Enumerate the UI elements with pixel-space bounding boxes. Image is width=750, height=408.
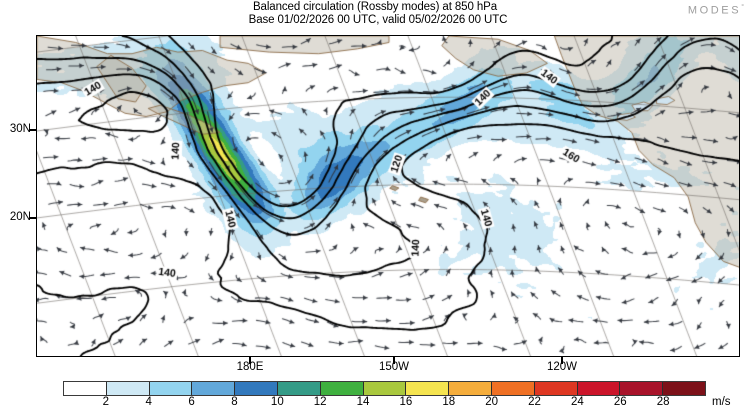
colorbar-segment	[448, 382, 491, 395]
colorbar-segment	[191, 382, 235, 395]
modes-logo-mark: °	[741, 4, 744, 11]
colorbar-segment	[148, 382, 192, 395]
colorbar-segment	[405, 382, 449, 395]
colorbar-tick-label: 14	[356, 396, 370, 408]
modes-logo: MODES°	[688, 4, 744, 17]
chart-title: Balanced circulation (Rossby modes) at 8…	[252, 1, 498, 13]
colorbar-tick-label: 20	[485, 396, 499, 408]
colorbar-segment	[105, 382, 149, 395]
colorbar-tick-label: 16	[399, 396, 413, 408]
colorbar	[63, 381, 706, 396]
chart-subtitle: Base 01/02/2026 00 UTC, valid 05/02/2026…	[248, 14, 508, 26]
colorbar-tick-label: 22	[528, 396, 541, 408]
colorbar-tick-label: 24	[570, 396, 584, 408]
colorbar-segment	[619, 382, 663, 395]
x-tick-mark-180e	[249, 357, 251, 364]
colorbar-segment	[490, 382, 534, 395]
chart-title-block: Balanced circulation (Rossby modes) at 8…	[0, 1, 750, 27]
x-tick-mark-150w	[393, 357, 395, 364]
x-tick-label-180e: 180E	[236, 361, 264, 373]
map-plot-area	[36, 35, 740, 357]
colorbar-segment	[64, 382, 106, 395]
colorbar-tick-label: 26	[613, 396, 627, 408]
colorbar-tick-label: 8	[231, 396, 238, 408]
modes-logo-text: MODES	[687, 4, 742, 17]
colorbar-tick-label: 4	[145, 396, 152, 408]
colorbar-tick-labels: 2 4 6 8 10 12 14 16 18 20 22 24 26 28	[0, 396, 750, 408]
colorbar-segment	[362, 382, 406, 395]
y-tick-label-30n: 30N	[9, 123, 31, 135]
y-tick-mark-30n	[29, 129, 37, 131]
colorbar-segment	[533, 382, 577, 395]
y-tick-mark-20n	[29, 217, 37, 219]
x-tick-label-150w: 150W	[378, 361, 410, 373]
colorbar-units-label: m/s	[712, 396, 731, 408]
colorbar-tick-label: 6	[188, 396, 195, 408]
colorbar-segment	[276, 382, 320, 395]
colorbar-segment	[319, 382, 363, 395]
colorbar-segment	[576, 382, 620, 395]
x-tick-label-120w: 120W	[546, 361, 578, 373]
wind-speed-field-canvas	[37, 36, 739, 356]
y-tick-label-20n: 20N	[9, 211, 31, 223]
colorbar-tick-label: 28	[656, 396, 670, 408]
x-tick-mark-120w	[561, 357, 563, 364]
colorbar-tick-label: 2	[102, 396, 110, 408]
colorbar-tick-label: 18	[442, 396, 456, 408]
colorbar-segment	[234, 382, 277, 395]
colorbar-tick-label: 10	[270, 396, 284, 408]
colorbar-tick-label: 12	[313, 396, 327, 408]
colorbar-segment	[662, 382, 705, 395]
